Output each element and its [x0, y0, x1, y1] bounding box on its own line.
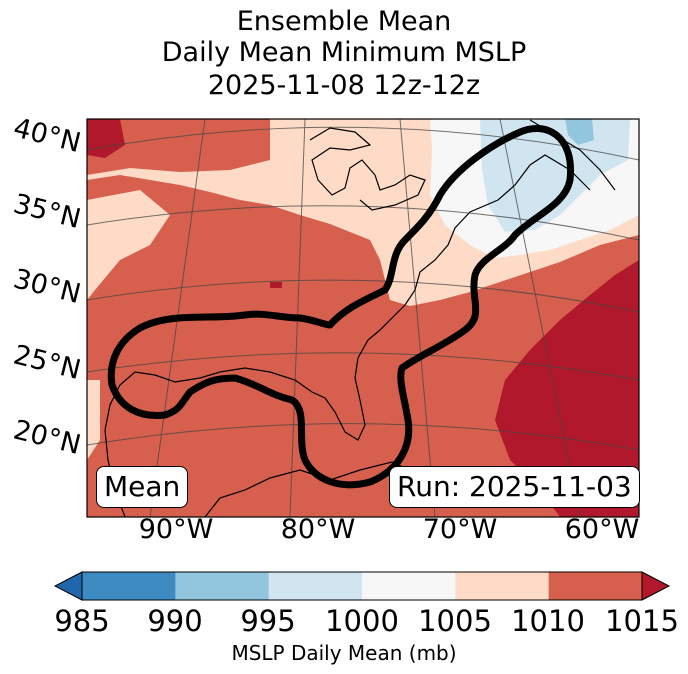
lon-label-60w: 60°W — [564, 514, 640, 545]
field-1015-east — [495, 260, 639, 517]
colorbar-over-arrow — [641, 571, 671, 601]
field-990-995 — [565, 119, 594, 145]
field-1010-northwest — [87, 119, 270, 175]
lon-label-90w: 90°W — [138, 514, 214, 545]
colorbar-frame — [81, 571, 643, 601]
gulf-coast — [104, 367, 313, 517]
parallel-35n — [87, 205, 639, 241]
lon-label-70w: 70°W — [422, 514, 498, 545]
mean-box: Mean — [96, 466, 189, 508]
colorbar-tick-1010: 1010 — [511, 604, 585, 638]
colorbar-bin-1005-1010 — [455, 572, 550, 600]
contour-outline — [107, 125, 575, 489]
colorbar-bins — [82, 572, 643, 600]
colorbar-bin-985-990 — [82, 572, 176, 600]
meridian-70w — [399, 119, 436, 517]
colorbar-bin-1010-1015 — [548, 572, 643, 600]
map-frame — [86, 118, 640, 518]
colorbar-tick-985: 985 — [54, 604, 110, 638]
pressure-field — [87, 119, 639, 517]
great-lakes — [309, 127, 426, 211]
title-line-1: Ensemble Mean — [236, 6, 452, 37]
parallel-20n — [87, 423, 639, 451]
colorbar-label: MSLP Daily Mean (mb) — [231, 641, 457, 665]
atlantic-coast — [311, 154, 591, 441]
run-box: Run: 2025-11-03 — [389, 466, 640, 508]
colorbar-bin-995-1000 — [268, 572, 363, 600]
colorbar-bin-990-995 — [175, 572, 270, 600]
colorbar-tick-995: 995 — [240, 604, 296, 638]
parallel-25n — [87, 352, 639, 381]
field-1005-1010-southwest — [87, 380, 100, 460]
lon-label-80w: 80°W — [280, 514, 356, 545]
title-line-3: 2025-11-08 12z-12z — [207, 70, 481, 101]
colorbar-under-arrow — [53, 571, 83, 601]
colorbar-tick-1005: 1005 — [418, 604, 492, 638]
meridian-60w — [499, 119, 581, 517]
field-1005-1010-west — [87, 190, 170, 300]
parallel-30n — [87, 279, 639, 313]
colorbar-bin-1000-1005 — [362, 572, 456, 600]
colorbar-tick-1000: 1000 — [325, 604, 399, 638]
field-1015-spot — [270, 282, 282, 288]
colorbar-tick-1015: 1015 — [605, 604, 679, 638]
colorbar-tick-990: 990 — [147, 604, 203, 638]
colorbar — [53, 571, 671, 601]
title-line-2: Daily Mean Minimum MSLP — [161, 37, 527, 68]
